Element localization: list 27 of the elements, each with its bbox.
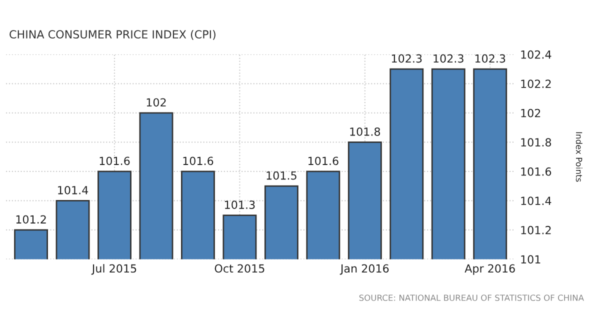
y-tick-label: 102.4 bbox=[521, 50, 552, 59]
data-label: 101.4 bbox=[58, 186, 88, 194]
data-label: 101.6 bbox=[183, 156, 214, 166]
x-tick-label: Jul 2015 bbox=[91, 264, 136, 275]
data-label: 102.3 bbox=[392, 54, 422, 63]
y-tick-label: 101 bbox=[521, 255, 540, 264]
chart-title: CHINA CONSUMER PRICE INDEX (CPI) bbox=[10, 30, 216, 40]
y-axis-title: Index Points bbox=[576, 132, 582, 182]
y-tick-label: 101.6 bbox=[521, 167, 552, 176]
x-tick-label: Jan 2016 bbox=[340, 264, 389, 275]
x-tick-label: Oct 2015 bbox=[214, 264, 264, 273]
y-tick-label: 101.2 bbox=[521, 226, 551, 234]
data-label: 101.5 bbox=[266, 171, 296, 180]
data-label: 101.8 bbox=[350, 127, 380, 136]
data-label: 101.6 bbox=[100, 156, 130, 166]
source-note: SOURCE: NATIONAL BUREAU OF STATISTICS OF CHINA bbox=[359, 294, 584, 301]
data-label: 102 bbox=[146, 98, 166, 107]
data-label: 101.6 bbox=[308, 156, 338, 166]
data-label: 102.3 bbox=[434, 54, 464, 63]
x-tick-label: Apr 2016 bbox=[464, 264, 515, 275]
y-tick-label: 101.4 bbox=[521, 196, 552, 206]
y-tick-label: 101.8 bbox=[521, 138, 552, 147]
data-label: 101.2 bbox=[16, 215, 46, 224]
data-label: 102.3 bbox=[475, 54, 506, 63]
y-tick-label: 102.2 bbox=[521, 80, 551, 88]
y-tick-label: 102 bbox=[521, 108, 540, 118]
data-label: 101.3 bbox=[225, 200, 255, 209]
